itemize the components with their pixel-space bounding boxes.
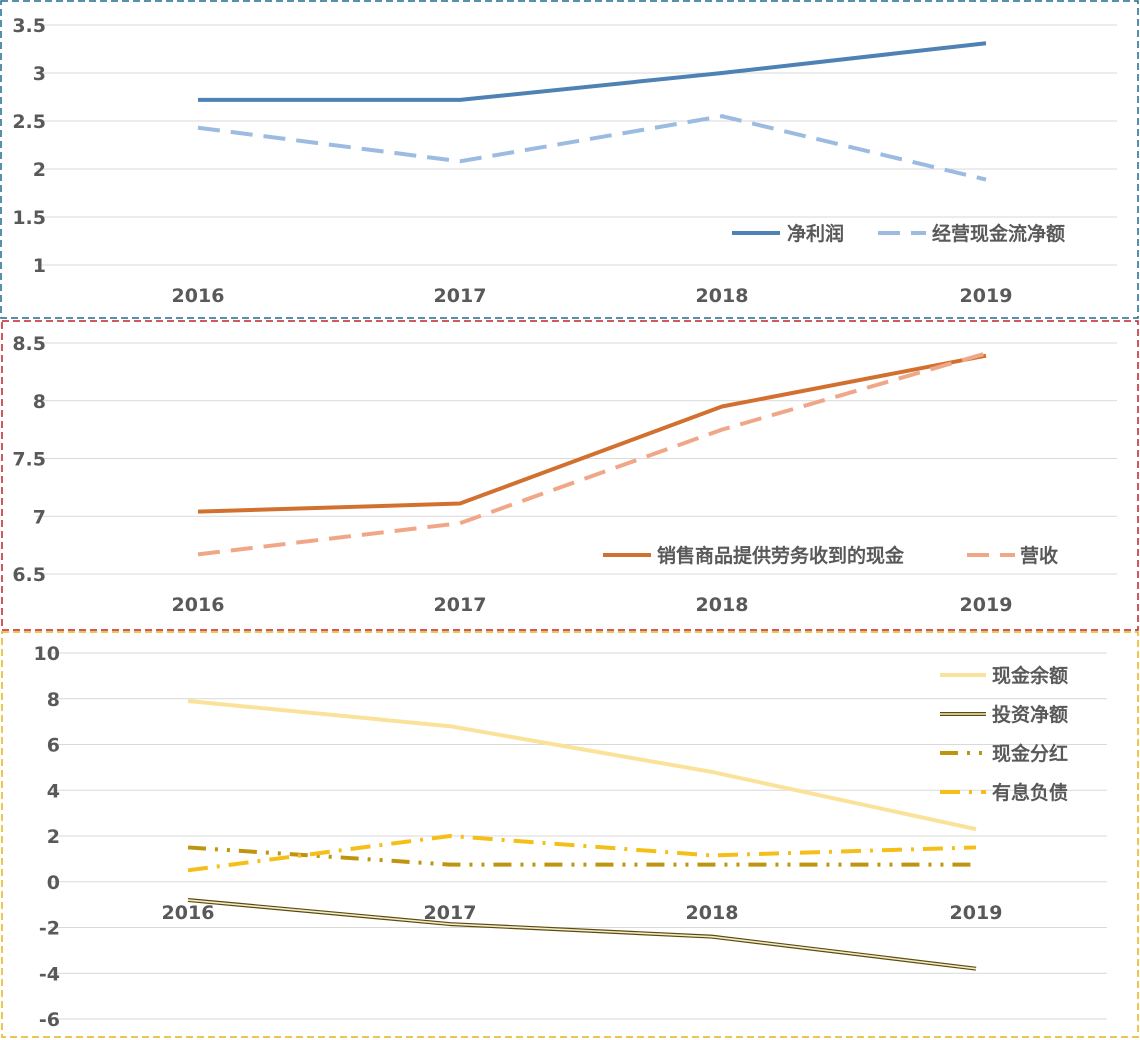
y-tick-label: 8 [47, 689, 60, 711]
legend-item: 投资净额 [940, 703, 1068, 726]
y-tick-label: 2 [33, 159, 46, 181]
series-line [187, 834, 977, 873]
x-tick-label: 2016 [162, 902, 215, 924]
x-tick-label: 2019 [960, 285, 1013, 307]
series-3 [187, 845, 977, 867]
series-1 [187, 699, 977, 832]
chart-2: 6.5 7 7.5 8 8.5 2016 2017 2018 2019 销售商品提供劳务收到的现金… [1, 320, 1139, 631]
y-tick-label: 3.5 [12, 15, 46, 37]
series-1 [197, 41, 987, 102]
series-2 [187, 898, 977, 971]
chart-border [1, 320, 1139, 631]
series-line [198, 41, 987, 102]
y-tick-label: -2 [39, 918, 60, 940]
legend-item: 现金余额 [940, 664, 1068, 687]
y-tick-label: -6 [39, 1009, 60, 1031]
legend-label: 经营现金流净额 [932, 222, 1065, 245]
series-4 [187, 834, 977, 873]
y-tick-label: 1.5 [12, 207, 46, 229]
y-tick-label: 1 [33, 255, 46, 277]
legend-label: 净利润 [787, 222, 844, 245]
y-tick-label: 0 [47, 872, 60, 894]
legend-item: 经营现金流净额 [878, 222, 1065, 245]
series-2 [197, 351, 987, 557]
y-tick-label: 2 [47, 826, 60, 848]
y-tick-label: 2.5 [12, 111, 46, 133]
y-tick-label: 6.5 [12, 564, 46, 586]
legend-item: 销售商品提供劳务收到的现金 [603, 544, 905, 567]
legend-label: 销售商品提供劳务收到的现金 [657, 544, 905, 567]
y-tick-label: 7 [33, 506, 46, 528]
y-tick-label: 7.5 [12, 449, 46, 471]
legend-label: 现金余额 [992, 664, 1068, 687]
chart-1: 1 1.5 2 2.5 3 3.5 2016 2017 2018 2019 净利润 经营现金流净额 [0, 0, 1139, 319]
series-line [197, 353, 987, 514]
chart-3: -6 -4 -2 0 2 4 6 8 10 2016 2017 2018 2019 现金余额投资净额现金分… [1, 631, 1139, 1038]
y-tick-label: 3 [33, 63, 46, 85]
legend-item: 有息负债 [940, 781, 1068, 804]
legend-item: 现金分红 [940, 742, 1068, 765]
legend-label: 有息负债 [992, 781, 1068, 804]
series-line-inner [187, 899, 977, 970]
legend-item: 净利润 [732, 222, 844, 245]
y-tick-label: 8.5 [12, 333, 46, 355]
y-tick-label: 4 [47, 780, 60, 802]
legend-label: 现金分红 [992, 742, 1068, 765]
series-line [197, 114, 987, 182]
series-line [187, 845, 976, 867]
x-tick-label: 2016 [172, 285, 225, 307]
x-tick-label: 2017 [434, 594, 487, 616]
series-line [197, 351, 987, 557]
y-tick-label: 8 [33, 391, 46, 413]
x-tick-label: 2019 [950, 902, 1003, 924]
legend-label: 投资净额 [992, 703, 1068, 726]
series-1 [197, 353, 987, 514]
chart-border [1, 631, 1139, 1038]
legend-label: 营收 [1020, 544, 1058, 567]
series-2 [197, 114, 987, 182]
x-tick-label: 2017 [424, 902, 477, 924]
series-line [187, 699, 977, 832]
x-tick-label: 2018 [696, 285, 749, 307]
x-tick-label: 2019 [960, 594, 1013, 616]
y-tick-label: -4 [39, 963, 60, 985]
legend-item: 营收 [967, 544, 1058, 567]
y-tick-label: 6 [47, 735, 60, 757]
y-tick-label: 10 [34, 643, 60, 665]
x-tick-label: 2016 [172, 594, 225, 616]
x-tick-label: 2017 [434, 285, 487, 307]
x-tick-label: 2018 [686, 902, 739, 924]
chart-border [0, 0, 1139, 319]
x-tick-label: 2018 [696, 594, 749, 616]
